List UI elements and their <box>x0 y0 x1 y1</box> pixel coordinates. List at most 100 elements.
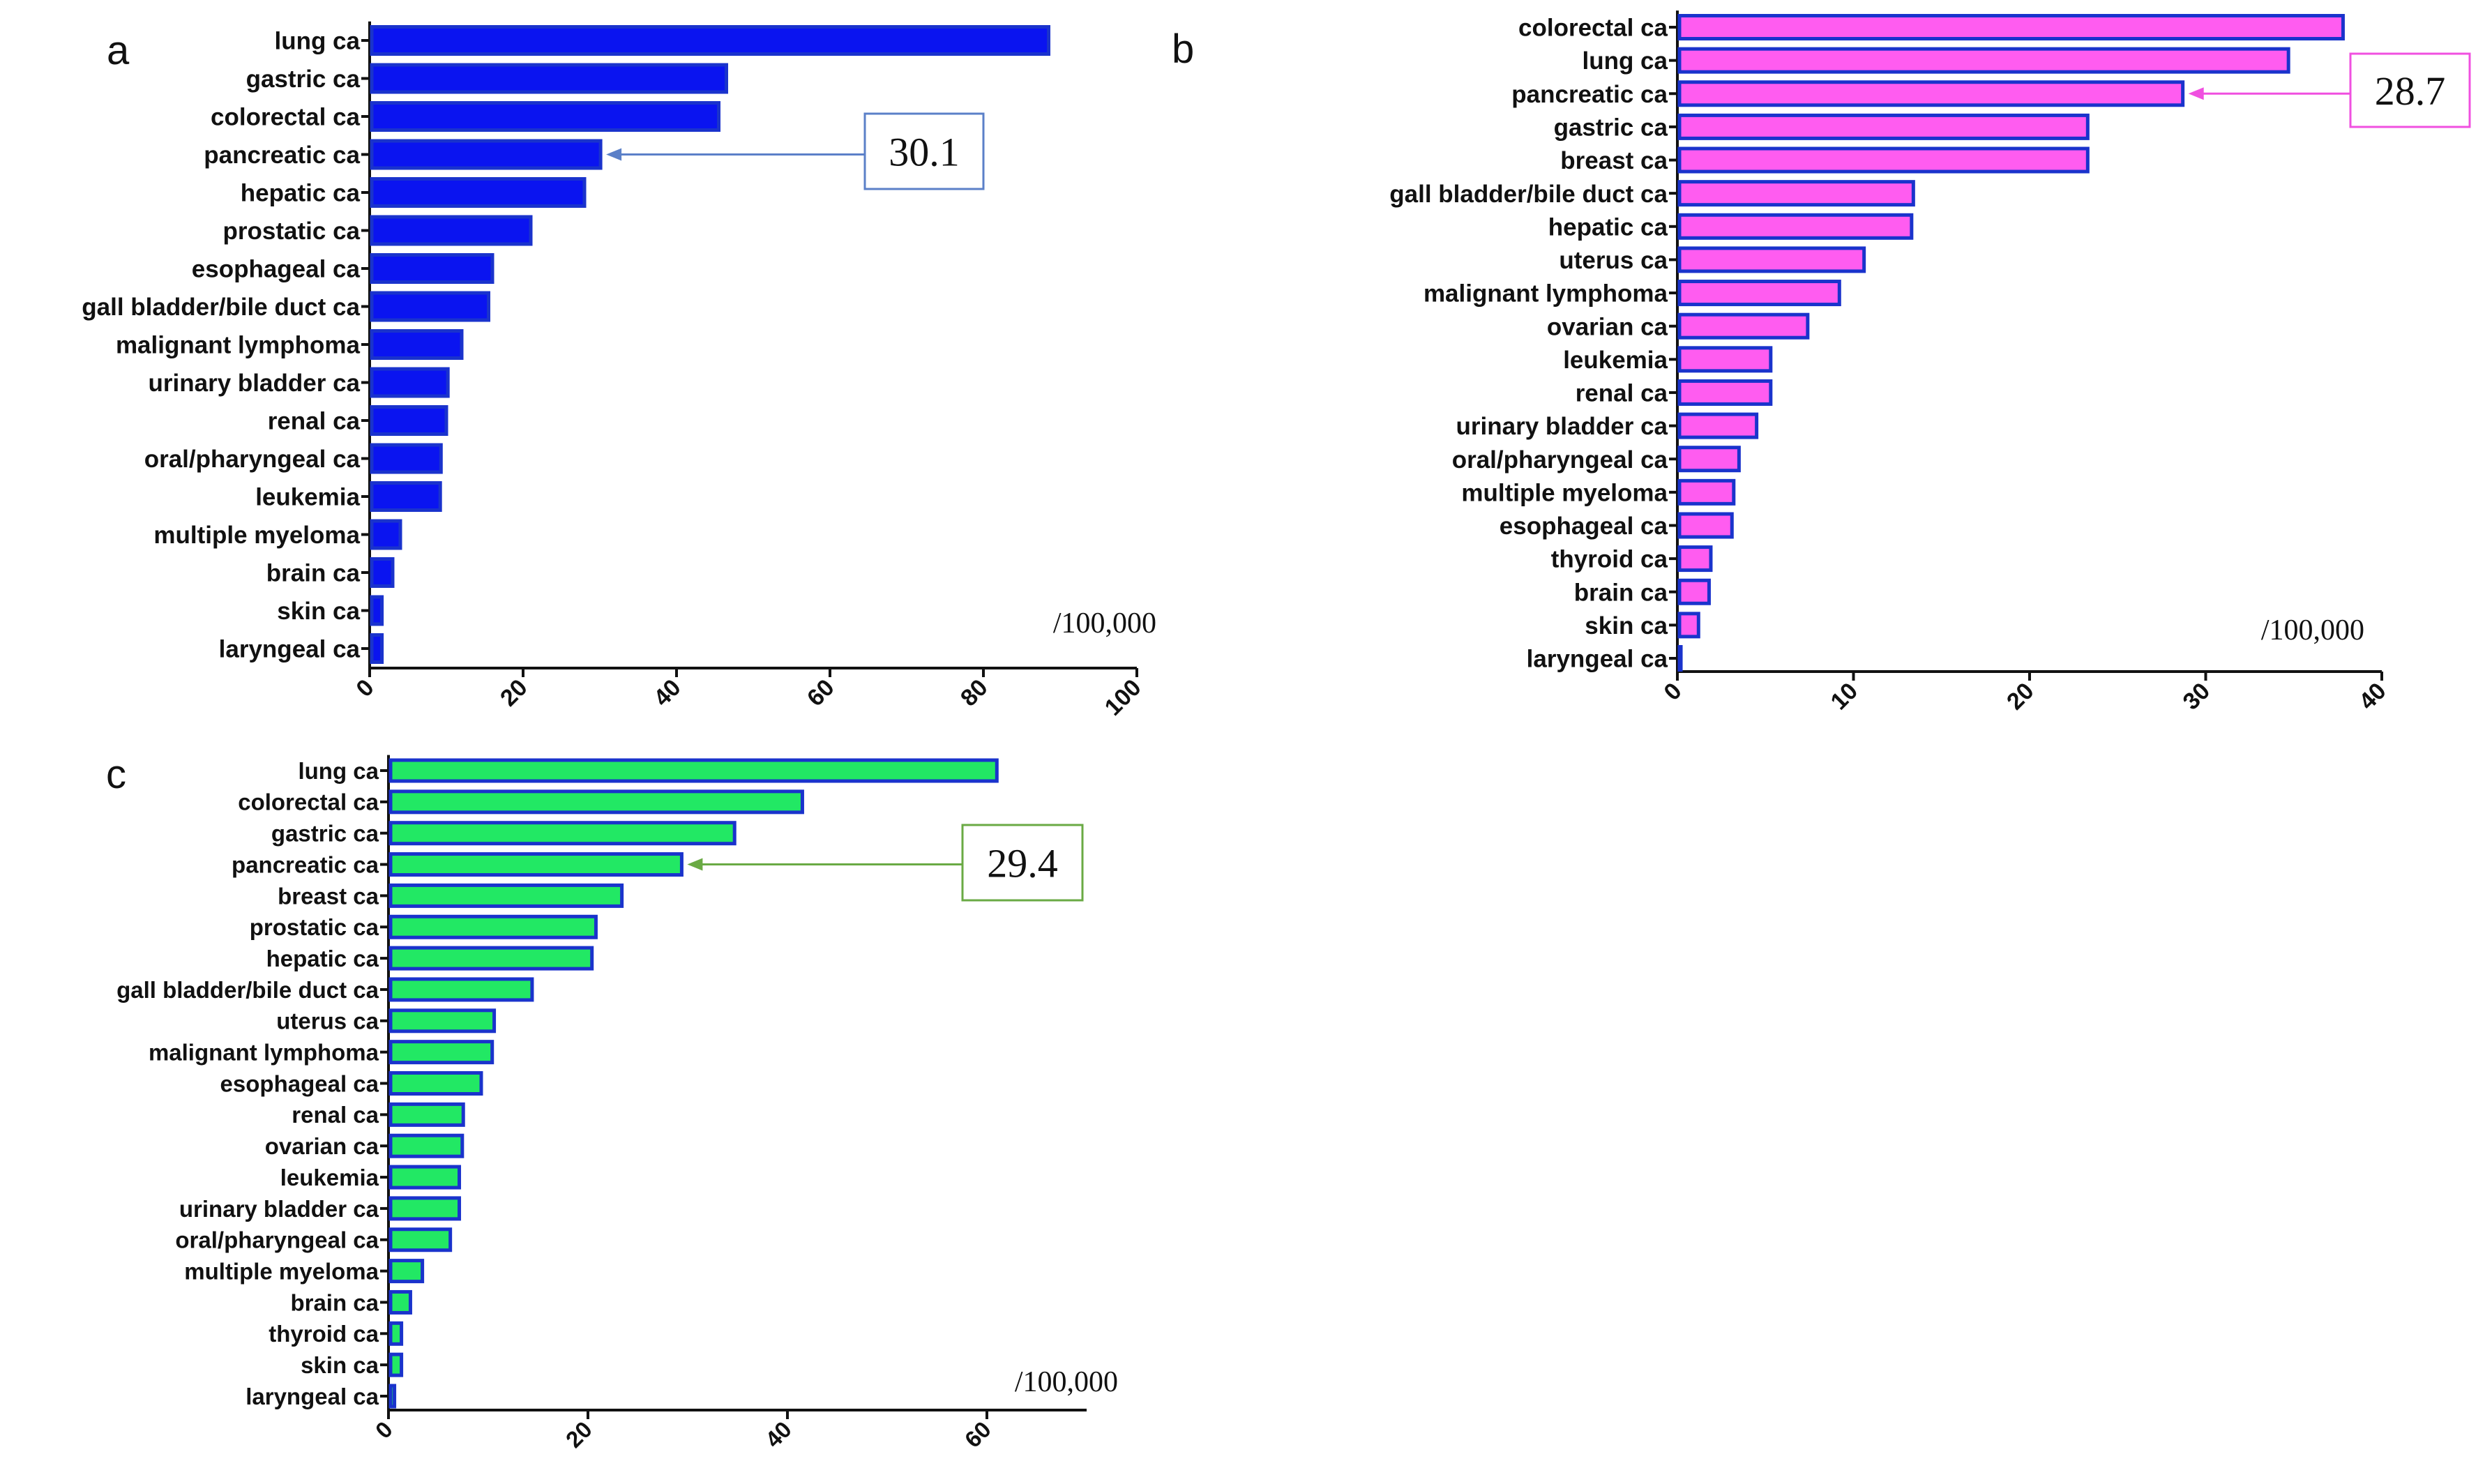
bar <box>370 329 464 360</box>
category-label: lung ca <box>274 28 360 55</box>
callout-box <box>863 112 985 190</box>
category-label: ovarian ca <box>1547 313 1668 340</box>
category-label: oral/pharyngeal ca <box>175 1227 379 1253</box>
bar <box>388 1071 483 1096</box>
category-label: thyroid ca <box>269 1321 379 1347</box>
x-tick-label: 20 <box>561 1416 597 1453</box>
bar <box>1677 213 1914 240</box>
bar <box>388 946 594 971</box>
category-label: gall bladder/bile duct ca <box>1389 181 1668 208</box>
bar <box>388 1289 412 1315</box>
category-label: renal ca <box>1576 380 1668 407</box>
bar <box>1677 146 2090 174</box>
bar <box>388 1008 497 1034</box>
bar <box>1677 180 1915 207</box>
bar <box>370 139 603 170</box>
callout-value: 29.4 <box>987 840 1058 886</box>
x-tick-label: 60 <box>802 674 840 712</box>
bar <box>370 177 587 208</box>
bar <box>388 1040 494 1065</box>
callout-box <box>2349 52 2471 128</box>
panel-label: c <box>106 752 126 797</box>
category-label: oral/pharyngeal ca <box>144 446 361 473</box>
category-label: colorectal ca <box>238 789 379 815</box>
category-label: renal ca <box>292 1102 379 1128</box>
category-label: leukemia <box>280 1165 379 1190</box>
category-label: gall bladder/bile duct ca <box>82 294 360 321</box>
bar <box>370 367 450 398</box>
category-label: urinary bladder ca <box>179 1196 379 1222</box>
bar <box>388 758 999 783</box>
category-label: malignant lymphoma <box>149 1040 379 1066</box>
bar <box>388 914 598 939</box>
callout-arrow-head <box>687 858 703 871</box>
category-label: colorectal ca <box>1518 15 1668 42</box>
bar <box>370 557 395 588</box>
category-label: laryngeal ca <box>246 1384 379 1409</box>
x-tick-label: 60 <box>960 1416 996 1453</box>
category-label: skin ca <box>277 598 360 625</box>
bar <box>1677 80 2185 107</box>
x-tick-label: 0 <box>1659 678 1686 706</box>
bar <box>388 1165 462 1190</box>
bar <box>1677 478 1736 506</box>
bar <box>388 1133 465 1158</box>
bar <box>370 63 728 94</box>
x-tick-label: 0 <box>351 674 379 702</box>
bar <box>388 883 624 908</box>
x-tick-label: 100 <box>1100 674 1147 721</box>
bar <box>388 977 534 1002</box>
bar <box>388 789 804 815</box>
unit-label: /100,000 <box>1015 1366 1118 1398</box>
category-label: esophageal ca <box>220 1070 379 1096</box>
category-label: pancreatic ca <box>1511 81 1668 108</box>
category-label: colorectal ca <box>211 104 361 131</box>
category-label: lung ca <box>1582 47 1668 75</box>
bar <box>370 405 448 436</box>
bar <box>370 519 402 550</box>
x-tick-label: 40 <box>760 1416 796 1453</box>
category-label: multiple myeloma <box>184 1258 379 1284</box>
bar <box>370 481 442 512</box>
panel-label: a <box>107 28 130 73</box>
x-tick-label: 20 <box>495 674 533 712</box>
bar <box>1677 446 1741 473</box>
callout-value: 30.1 <box>889 129 960 174</box>
bar <box>388 1384 397 1409</box>
category-label: gall bladder/bile duct ca <box>116 977 379 1003</box>
bar <box>388 1259 425 1284</box>
x-tick-label: 30 <box>2178 678 2216 716</box>
category-label: hepatic ca <box>241 180 361 207</box>
category-label: renal ca <box>268 408 361 435</box>
bar <box>388 1102 465 1127</box>
chart-panel-a: a lung ca gastric ca colorectal ca pancreati… <box>82 21 1156 721</box>
category-label: urinary bladder ca <box>1456 413 1668 440</box>
x-tick-label: 40 <box>2354 678 2392 716</box>
category-label: thyroid ca <box>1551 546 1668 573</box>
category-label: urinary bladder ca <box>149 370 361 397</box>
bar <box>1677 512 1734 539</box>
callout-box <box>961 824 1084 902</box>
bar <box>1677 545 1713 573</box>
category-label: gastric ca <box>246 66 361 93</box>
category-label: leukemia <box>255 484 360 511</box>
category-label: skin ca <box>1585 612 1668 639</box>
category-label: laryngeal ca <box>1527 646 1668 673</box>
bar <box>370 101 720 132</box>
callout-arrow-head <box>606 148 622 161</box>
category-label: breast ca <box>278 883 379 909</box>
chart-panel-c: c lung ca colorectal ca gastric ca pancreati… <box>106 752 1118 1453</box>
bar <box>1677 47 2290 74</box>
bar <box>1677 346 1773 373</box>
bar <box>388 852 684 877</box>
category-label: skin ca <box>301 1352 379 1378</box>
bar <box>1677 246 1866 273</box>
category-label: esophageal ca <box>1500 513 1668 540</box>
category-label: gastric ca <box>271 821 379 847</box>
category-label: multiple myeloma <box>153 522 360 549</box>
x-tick-label: 20 <box>2002 678 2039 716</box>
bar <box>388 1352 404 1377</box>
unit-label: /100,000 <box>1053 607 1156 639</box>
bar <box>370 443 443 474</box>
